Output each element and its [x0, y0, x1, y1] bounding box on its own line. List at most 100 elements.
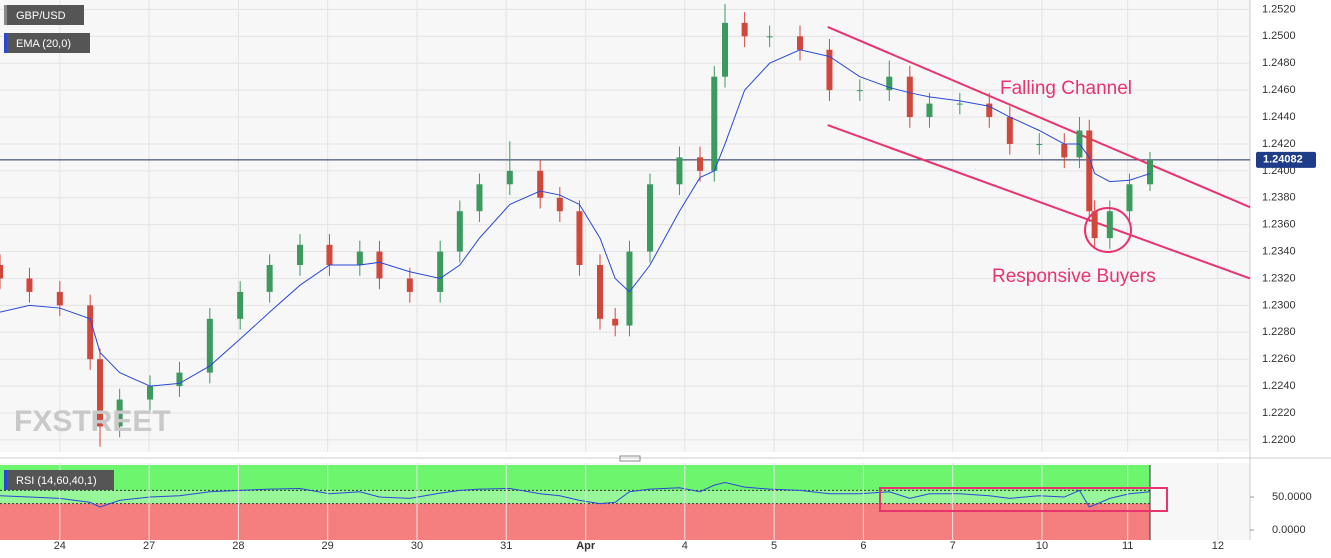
rsi-badge — [4, 470, 114, 490]
symbol-badge — [4, 5, 84, 25]
y-tick-label: 50.0000 — [1272, 491, 1312, 503]
y-tick-label: 1.2360 — [1262, 219, 1296, 231]
candle-body — [676, 157, 683, 185]
y-tick-label: 1.2520 — [1262, 3, 1296, 15]
y-tick-label: 1.2480 — [1262, 57, 1296, 69]
symbol-mark — [4, 5, 7, 25]
plot-bg — [0, 0, 1250, 452]
ema-line — [0, 49, 1151, 387]
y-tick-label: 1.2460 — [1262, 84, 1296, 96]
ema-label: EMA (20,0) — [16, 38, 71, 50]
y-tick-label: 0.0000 — [1272, 524, 1306, 536]
candle-body — [87, 305, 94, 360]
x-tick-label: 10 — [1036, 540, 1048, 552]
y-tick-label: 1.2240 — [1262, 380, 1296, 392]
candle-body — [906, 76, 913, 118]
candle-body — [856, 90, 863, 92]
x-tick-label: 7 — [950, 540, 956, 552]
candle-body — [297, 244, 303, 266]
annotation: Falling Channel — [1000, 78, 1132, 99]
channel-line — [827, 25, 1251, 209]
mid-zone — [0, 490, 1150, 504]
channel-line — [827, 124, 1251, 280]
candle-body — [556, 197, 563, 212]
candle-body — [1006, 117, 1013, 144]
candle-body — [597, 265, 603, 319]
y-tick-label: 1.2380 — [1262, 192, 1296, 204]
ema-badge — [4, 33, 90, 53]
candle-body — [711, 76, 718, 171]
candle-body — [326, 244, 333, 266]
candle-body — [1036, 143, 1043, 145]
x-tick-label: 6 — [860, 540, 866, 552]
candle-body — [797, 36, 803, 50]
candle-body — [1086, 130, 1093, 212]
y-tick-label: 1.2260 — [1262, 353, 1296, 365]
candle-body — [537, 170, 544, 198]
candle-body — [1091, 211, 1098, 239]
splitter-handle[interactable] — [619, 455, 641, 462]
y-tick-label: 1.2500 — [1262, 30, 1296, 42]
candle-body — [647, 184, 653, 252]
watermark: FXSTREET — [14, 405, 171, 438]
rsi-mark — [4, 470, 7, 490]
x-tick-label: 12 — [1212, 540, 1224, 552]
y-tick-label: 1.2440 — [1262, 111, 1296, 123]
y-tick-label: 1.2340 — [1262, 245, 1296, 257]
candle-body — [437, 251, 444, 292]
y-tick-label: 1.2320 — [1262, 272, 1296, 284]
highlight-circle — [1084, 207, 1132, 253]
candle-body — [697, 157, 703, 171]
x-tick-label: 31 — [500, 540, 512, 552]
ema-mark — [4, 33, 7, 53]
candle-body — [26, 278, 33, 292]
candle-body — [826, 49, 833, 91]
candle-body — [986, 103, 993, 118]
y-tick-label: 1.2220 — [1262, 407, 1296, 419]
x-tick-label: 29 — [322, 540, 334, 552]
x-tick-label: 11 — [1122, 540, 1133, 552]
candle-body — [0, 265, 3, 279]
candle-body — [176, 372, 183, 387]
x-tick-label: Apr — [576, 540, 596, 552]
candle-body — [926, 103, 933, 118]
candle-body — [956, 103, 963, 105]
candle-body — [237, 291, 244, 319]
candle-body — [456, 211, 463, 252]
candle-body — [506, 170, 513, 185]
candle-body — [356, 251, 363, 266]
candle-body — [376, 251, 383, 279]
candle-body — [626, 251, 633, 326]
upper-zone — [0, 465, 1150, 491]
rsi-line — [0, 481, 1151, 508]
y-tick-label: 1.2300 — [1262, 299, 1296, 311]
x-tick-label: 28 — [232, 540, 244, 552]
lower-zone — [0, 503, 1150, 540]
x-tick-label: 30 — [411, 540, 423, 552]
candle-body — [766, 36, 773, 38]
x-tick-label: 4 — [682, 540, 688, 552]
annotation: Responsive Buyers — [992, 266, 1156, 287]
candle-body — [476, 184, 483, 212]
candle-body — [576, 211, 583, 266]
candle-body — [406, 278, 413, 292]
candle-body — [116, 399, 123, 427]
y-tick-label: 1.2200 — [1262, 434, 1296, 446]
candle-body — [97, 359, 103, 427]
candle-body — [1061, 143, 1068, 158]
candle-body — [56, 291, 63, 306]
candle-body — [741, 22, 748, 37]
candle-body — [722, 22, 728, 77]
x-tick-label: 24 — [54, 540, 66, 552]
layer: 50.0000 0.0000 1.2200 1.2220 1.2240 1.2260 1.2… — [0, 0, 1316, 552]
x-tick-label: 5 — [771, 540, 777, 552]
candle-body — [147, 386, 153, 400]
candle-body — [1126, 184, 1133, 212]
candle-body — [612, 318, 619, 326]
y-tick-label: 1.2280 — [1262, 326, 1296, 338]
candle-body — [1147, 160, 1153, 185]
candle-body — [266, 265, 273, 292]
last-price-label: 1.24082 — [1263, 154, 1303, 166]
candle-body — [206, 318, 213, 373]
symbol-label: GBP/USD — [16, 10, 66, 22]
